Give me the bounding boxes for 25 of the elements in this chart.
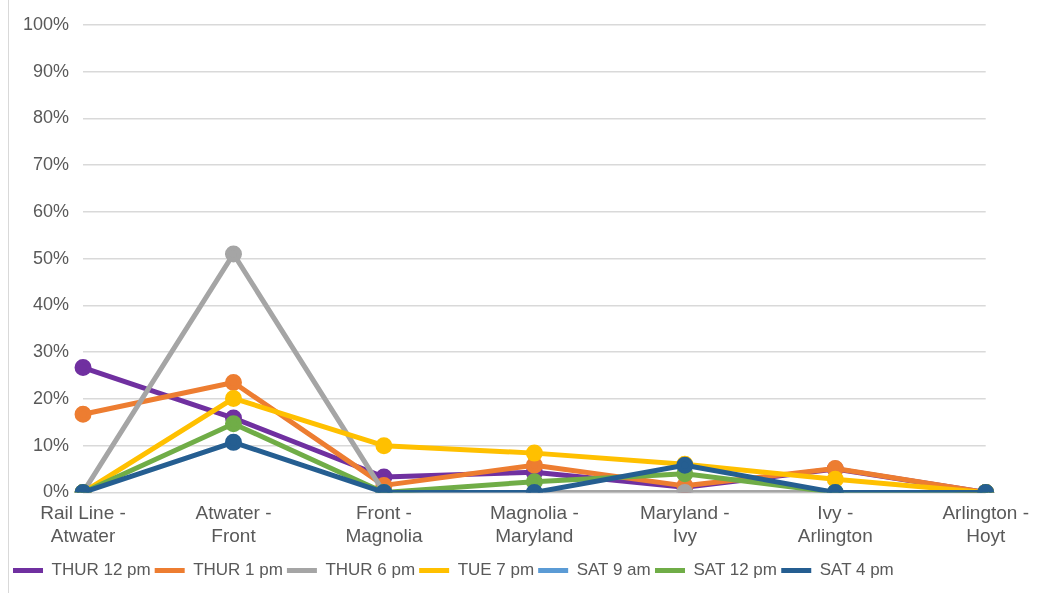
y-tick-label: 40% — [33, 294, 70, 315]
y-tick-label: 80% — [33, 107, 70, 128]
x-tick-label: Rail Line - Atwater — [40, 502, 126, 546]
x-tick-label: Front - Magnolia — [345, 502, 423, 546]
legend-label: THUR 1 pm — [193, 560, 283, 580]
y-tick-label: 70% — [33, 154, 70, 175]
x-tick-label: Maryland - Ivy — [639, 502, 730, 546]
x-tick-label: Atwater - Front — [195, 502, 272, 546]
legend-label: SAT 12 pm — [693, 560, 777, 580]
y-tick-label: 20% — [33, 387, 70, 408]
y-tick-label: 30% — [33, 341, 70, 362]
y-tick-label: 90% — [33, 60, 70, 81]
y-tick-label: 100% — [22, 13, 70, 34]
legend-label: THUR 6 pm — [325, 560, 416, 580]
y-tick-label: 60% — [33, 200, 70, 221]
y-tick-label: 0% — [43, 481, 70, 502]
x-tick-label: Magnolia - Maryland — [490, 502, 579, 546]
legend-label: SAT 4 pm — [819, 560, 894, 580]
legend-label: TUE 7 pm — [457, 560, 535, 580]
legend-label: SAT 9 am — [576, 560, 651, 580]
legend-label: THUR 12 pm — [51, 560, 151, 580]
y-tick-label: 50% — [33, 247, 70, 268]
y-tick-label: 10% — [33, 434, 70, 455]
x-tick-label: Arlington - Hoyt — [942, 502, 1030, 546]
x-tick-label: Ivy - Arlington — [797, 502, 873, 546]
